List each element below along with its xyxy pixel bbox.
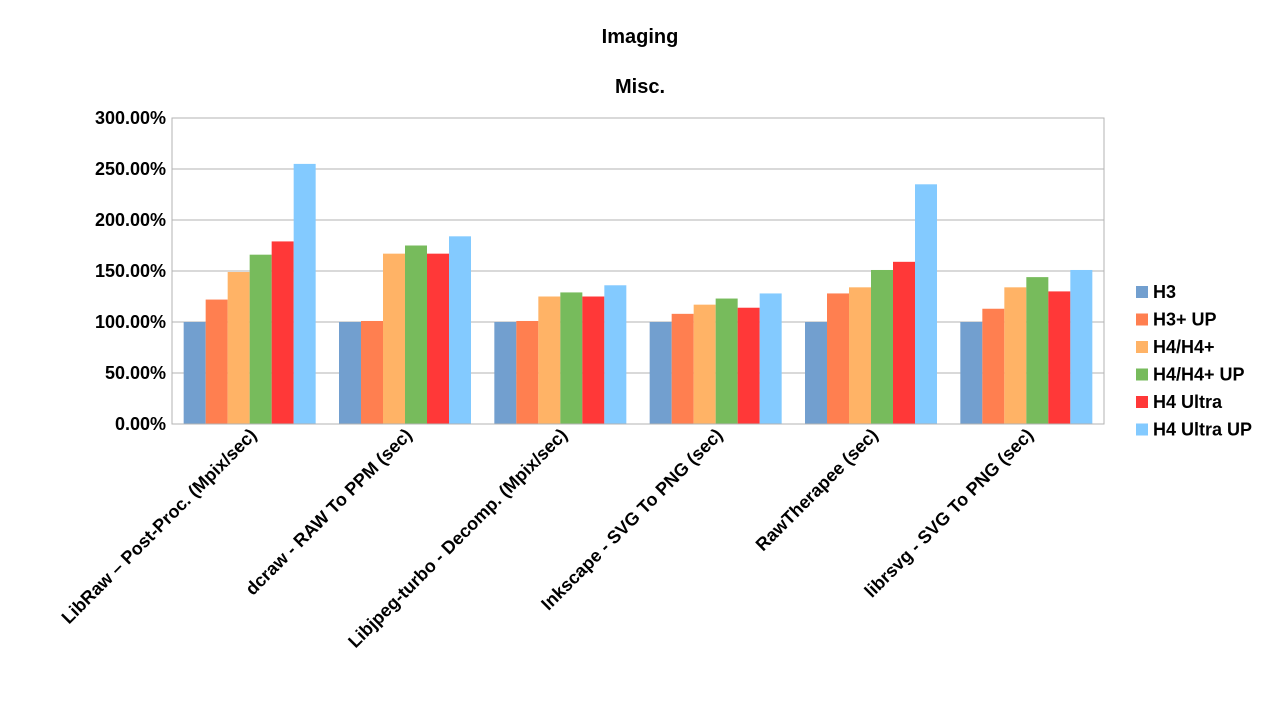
bar xyxy=(516,320,539,424)
bar xyxy=(405,245,427,424)
bar xyxy=(693,304,716,424)
bar xyxy=(915,184,937,424)
legend-label: H4/H4+ UP xyxy=(1153,365,1245,385)
x-category-label: LibRaw – Post-Proc. (Mpix/sec) xyxy=(58,425,261,628)
bar xyxy=(715,298,738,424)
x-axis-categories: LibRaw – Post-Proc. (Mpix/sec)dcraw - RA… xyxy=(58,425,1038,652)
chart-title: Imaging xyxy=(602,26,679,48)
bar xyxy=(449,236,471,424)
bars xyxy=(183,163,1093,424)
x-category-label: RawTherapee (sec) xyxy=(752,425,882,555)
y-tick-label: 200.00% xyxy=(95,210,166,230)
legend-label: H4 Ultra UP xyxy=(1153,420,1252,440)
legend-swatch xyxy=(1136,396,1148,408)
chart-subtitle: Misc. xyxy=(615,76,665,98)
y-axis-ticks: 0.00% 50.00% 100.00% 150.00% 200.00% 250.00% 3… xyxy=(95,108,166,434)
bar xyxy=(271,241,294,424)
axes xyxy=(171,117,1105,425)
bar xyxy=(1026,277,1049,424)
bar xyxy=(649,322,672,424)
bar xyxy=(893,261,915,424)
bar xyxy=(293,163,316,424)
bar xyxy=(249,254,272,424)
bar xyxy=(205,299,228,424)
x-category-label: dcraw - RAW To PPM (sec) xyxy=(241,425,415,599)
legend: H3 H3+ UP H4/H4+ H4/H4+ UP H4 Ultra H4 Ultra … xyxy=(1136,282,1252,440)
bar xyxy=(671,313,694,424)
bar xyxy=(383,253,405,424)
bar xyxy=(982,308,1005,424)
bar xyxy=(849,287,871,424)
bar xyxy=(582,296,605,424)
y-tick-label: 50.00% xyxy=(105,363,166,383)
bar xyxy=(604,285,627,424)
bar xyxy=(1004,287,1027,424)
x-category-label: librsvg - SVG To PNG (sec) xyxy=(861,425,1038,602)
bar xyxy=(227,272,250,424)
legend-swatch xyxy=(1136,368,1148,381)
bar xyxy=(183,322,206,424)
legend-swatch xyxy=(1136,313,1148,326)
y-tick-label: 100.00% xyxy=(95,312,166,332)
bar xyxy=(427,253,449,424)
bar xyxy=(538,296,561,424)
bar xyxy=(361,320,383,424)
bar xyxy=(339,322,361,424)
bar xyxy=(871,269,893,424)
legend-swatch xyxy=(1136,286,1148,298)
y-tick-label: 150.00% xyxy=(95,261,166,281)
x-category-label: Inkscape - SVG To PNG (sec) xyxy=(537,425,726,614)
y-tick-label: 0.00% xyxy=(115,414,166,434)
y-tick-label: 250.00% xyxy=(95,159,166,179)
bar xyxy=(737,307,760,424)
legend-label: H3+ UP xyxy=(1153,310,1217,330)
bar xyxy=(1048,291,1071,424)
bar xyxy=(494,322,517,424)
legend-label: H4/H4+ xyxy=(1153,337,1215,357)
legend-swatch xyxy=(1136,423,1148,436)
bar xyxy=(827,293,849,424)
bar xyxy=(560,292,583,424)
legend-label: H3 xyxy=(1153,282,1176,302)
bar xyxy=(805,322,827,424)
bar xyxy=(960,322,983,424)
y-tick-label: 300.00% xyxy=(95,108,166,128)
legend-swatch xyxy=(1136,341,1148,353)
bar xyxy=(759,293,782,424)
bar xyxy=(1070,269,1093,424)
legend-label: H4 Ultra xyxy=(1153,392,1223,412)
